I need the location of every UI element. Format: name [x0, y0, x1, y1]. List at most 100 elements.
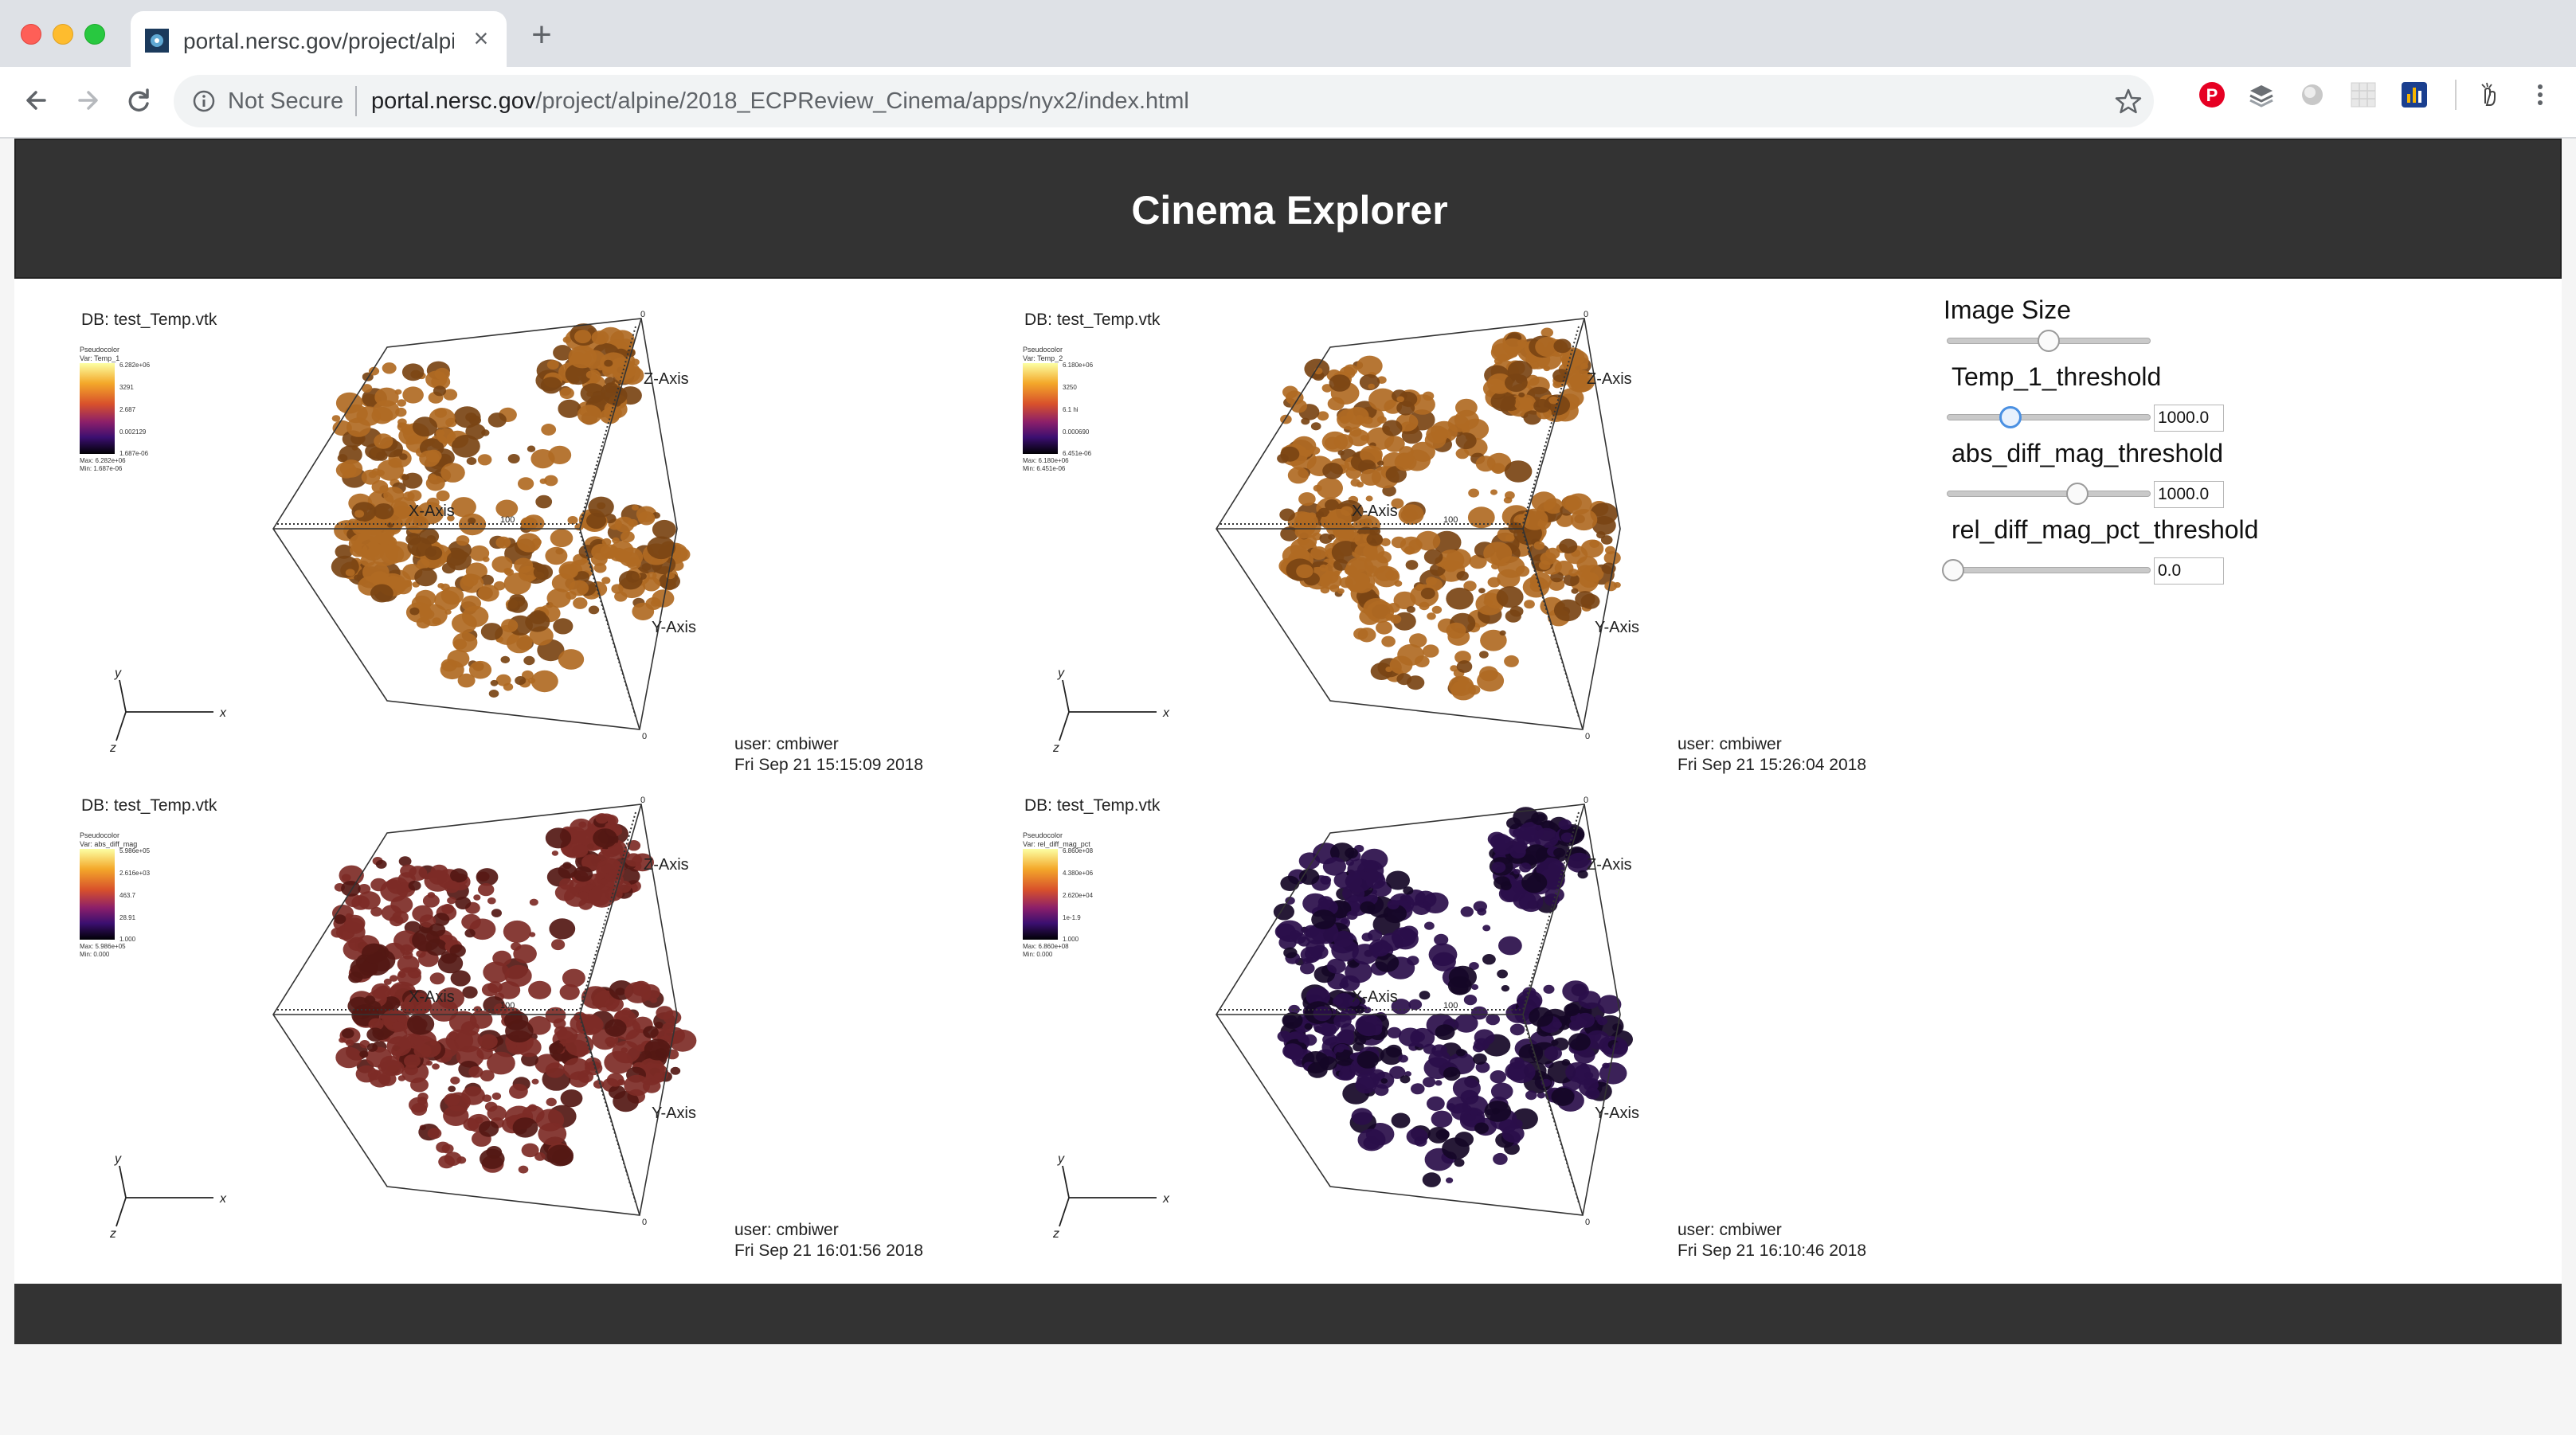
legend-tick: 1.000 [119, 936, 136, 943]
x-axis-label: X-Axis [409, 988, 455, 1006]
volume-render: X-Axis Z-Axis Y-Axis 100 0 0 [272, 796, 697, 1226]
url-text[interactable]: portal.nersc.gov/project/alpine/2018_ECP… [371, 86, 1189, 116]
omnibox-divider [355, 86, 357, 116]
colorbar [1023, 849, 1058, 940]
legend-tick: 6.282e+06 [119, 362, 151, 369]
browser-toolbar: Not Secure portal.nersc.gov/project/alpi… [0, 67, 2576, 139]
tick-label-0: 0 [1584, 796, 1588, 805]
tick-label-100: 100 [1443, 515, 1458, 525]
z-axis-label: Z-Axis [1587, 856, 1632, 874]
colorbar-legend: Pseudocolor Var: rel_diff_mag_pct 6.860e… [1023, 831, 1118, 959]
cinema-image-panel[interactable]: DB: test_Temp.vtk Pseudocolor Var: abs_d… [14, 764, 954, 1260]
legend-tick: 1.000 [1063, 936, 1079, 943]
tick-label-0: 0 [1585, 732, 1590, 741]
triad-y-label: y [114, 1153, 122, 1166]
legend-tick: 1.687e-06 [119, 450, 149, 457]
legend-tick: 6.180e+06 [1063, 362, 1094, 369]
menu-kebab-icon[interactable] [2525, 80, 2555, 110]
legend-tick: 5.986e+05 [119, 847, 151, 854]
tick-label-0: 0 [1585, 1218, 1590, 1226]
rel-threshold-slider-thumb[interactable] [1942, 559, 1964, 581]
y-axis-label: Y-Axis [1595, 1105, 1639, 1122]
cursor-hand-icon[interactable] [2474, 80, 2504, 110]
colorbar [1023, 363, 1058, 454]
timestamp-label: Fri Sep 21 16:01:56 2018 [734, 1241, 924, 1260]
page-footer [14, 1284, 2562, 1344]
tab-close-icon[interactable]: × [473, 24, 489, 53]
temp-threshold-input[interactable]: 1000.0 [2154, 405, 2224, 432]
x-axis-label: X-Axis [1352, 502, 1398, 520]
cinema-image-panel[interactable]: DB: test_Temp.vtk Pseudocolor Var: rel_d… [957, 764, 1897, 1260]
legend-tick: 6.1 hi [1063, 406, 1079, 413]
triad-x-label: x [1162, 1192, 1170, 1206]
url-path: /project/alpine/2018_ECPReview_Cinema/ap… [535, 88, 1189, 114]
render-metadata: user: cmbiwer Fri Sep 21 16:10:46 2018 [1678, 1220, 1866, 1261]
pinterest-extension-icon[interactable]: P [2197, 80, 2227, 110]
triad-x-label: x [219, 706, 227, 720]
address-bar[interactable]: Not Secure portal.nersc.gov/project/alpi… [174, 75, 2154, 127]
triad-y-label: y [114, 667, 122, 680]
reload-icon[interactable] [118, 80, 159, 121]
layers-extension-icon[interactable] [2246, 80, 2277, 110]
minimize-window-button[interactable] [53, 24, 73, 45]
legend-title: Pseudocolor Var: rel_diff_mag_pct [1023, 831, 1090, 848]
tab-title: portal.nersc.gov/project/alpine [183, 29, 454, 53]
y-axis-label: Y-Axis [1595, 619, 1639, 636]
legend-min: Min: 0.000 [1023, 951, 1053, 958]
abs-threshold-slider-thumb[interactable] [2066, 483, 2089, 505]
bounding-box [272, 318, 678, 730]
close-window-button[interactable] [21, 24, 41, 45]
browser-tab-active[interactable]: portal.nersc.gov/project/alpine × [131, 11, 507, 67]
tick-label-0: 0 [642, 732, 647, 741]
user-label: user: cmbiwer [734, 735, 839, 753]
colorbar-legend: Pseudocolor Var: Temp_1 6.282e+06 3291 2… [80, 346, 175, 473]
cinema-image-panel[interactable]: DB: test_Temp.vtk Pseudocolor Var: Temp_… [14, 279, 954, 774]
abs-threshold-slider[interactable] [1947, 491, 2151, 497]
triad-z-label: z [109, 741, 116, 755]
axis-ticks [1220, 326, 1580, 718]
db-label: DB: test_Temp.vtk [1024, 796, 1161, 815]
image-size-slider-thumb[interactable] [2038, 330, 2060, 352]
isosurface-render [1273, 807, 1633, 1187]
triad-z-label: z [1052, 741, 1059, 755]
cinema-image-panel[interactable]: DB: test_Temp.vtk Pseudocolor Var: Temp_… [957, 279, 1897, 774]
render-metadata: user: cmbiwer Fri Sep 21 15:26:04 2018 [1678, 734, 1866, 776]
analytics-extension-icon[interactable] [2399, 80, 2429, 110]
axis-ticks [277, 326, 636, 718]
grid-extension-icon[interactable] [2348, 80, 2378, 110]
new-tab-button[interactable]: + [531, 15, 552, 54]
orientation-triad: x y z [1052, 667, 1170, 755]
page-title: Cinema Explorer [1131, 188, 1448, 233]
image-size-label: Image Size [1944, 295, 2072, 324]
legend-title: Pseudocolor Var: abs_diff_mag [80, 831, 138, 848]
legend-title: Pseudocolor Var: Temp_1 [80, 346, 120, 362]
rel-threshold-slider[interactable] [1947, 567, 2151, 573]
security-label[interactable]: Not Secure [228, 88, 344, 114]
info-icon[interactable] [191, 88, 217, 114]
colorbar [80, 849, 115, 940]
volume-render: X-Axis Z-Axis Y-Axis 100 0 0 [1216, 311, 1639, 741]
back-arrow-icon[interactable] [16, 80, 57, 121]
maximize-window-button[interactable] [84, 24, 105, 45]
tick-label-0: 0 [1584, 311, 1588, 319]
bookmark-star-icon[interactable] [2114, 87, 2143, 115]
legend-min: Min: 0.000 [80, 951, 110, 958]
user-label: user: cmbiwer [734, 1221, 839, 1239]
colorbar-legend: Pseudocolor Var: abs_diff_mag 5.986e+05 … [80, 831, 175, 959]
legend-max: Max: 6.860e+08 [1023, 943, 1069, 950]
colorbar [80, 363, 115, 454]
forward-arrow-icon[interactable] [67, 80, 108, 121]
x-axis-label: X-Axis [1352, 988, 1398, 1006]
temp-threshold-slider-thumb[interactable] [1999, 406, 2022, 428]
abs-threshold-input[interactable]: 1000.0 [2154, 481, 2224, 508]
tick-label-0: 0 [640, 796, 645, 805]
temp-threshold-slider[interactable] [1947, 414, 2151, 420]
triad-x-label: x [1162, 706, 1170, 720]
axis-ticks [277, 811, 636, 1203]
isosurface-render [331, 323, 691, 698]
triad-x-label: x [219, 1192, 227, 1206]
triad-y-label: y [1057, 1153, 1065, 1166]
rel-threshold-input[interactable]: 0.0 [2154, 557, 2224, 585]
triad-y-label: y [1057, 667, 1065, 680]
circle-extension-icon[interactable] [2297, 80, 2327, 110]
